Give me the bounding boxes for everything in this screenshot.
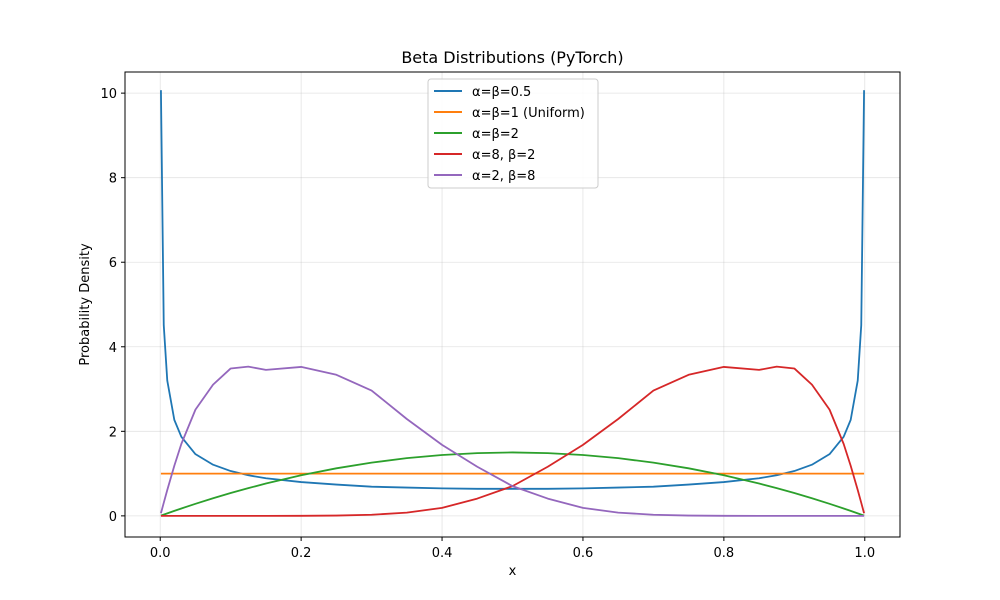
x-tick-label: 0.8 <box>714 546 735 561</box>
chart-title: Beta Distributions (PyTorch) <box>401 48 623 67</box>
x-tick-label: 0.2 <box>291 546 312 561</box>
legend-box <box>427 78 599 189</box>
y-tick-label: 2 <box>109 425 117 440</box>
y-tick-label: 8 <box>109 172 117 187</box>
x-tick-label: 0.0 <box>150 546 171 561</box>
series-line-5 <box>160 365 865 517</box>
legend-label: α=β=0.5 <box>472 85 531 100</box>
y-tick-label: 10 <box>100 87 117 102</box>
tick-layer: 0.0 0.2 0.4 0.6 0.8 1.0 0 2 4 6 8 10 <box>100 87 875 561</box>
legend-label: α=8, β=2 <box>472 148 535 163</box>
x-tick-label: 0.4 <box>432 546 453 561</box>
series-layer <box>160 90 865 517</box>
legend-label: α=β=2 <box>472 127 519 142</box>
y-tick-label: 6 <box>109 256 117 271</box>
x-tick-label: 0.6 <box>573 546 594 561</box>
legend-label: α=β=1 (Uniform) <box>472 106 585 121</box>
series-line-3 <box>160 451 865 517</box>
legend-label: α=2, β=8 <box>472 169 535 184</box>
x-tick-label: 1.0 <box>854 546 875 561</box>
series-line-1 <box>160 90 865 490</box>
legend: α=β=0.5 α=β=1 (Uniform) α=β=2 α=8, β=2 α=2, … <box>427 78 599 189</box>
x-axis-label: x <box>509 564 517 579</box>
y-axis-label: Probability Density <box>78 243 93 366</box>
y-tick-label: 4 <box>109 341 117 356</box>
plot-frame <box>124 71 901 538</box>
y-tick-label: 0 <box>109 510 117 525</box>
